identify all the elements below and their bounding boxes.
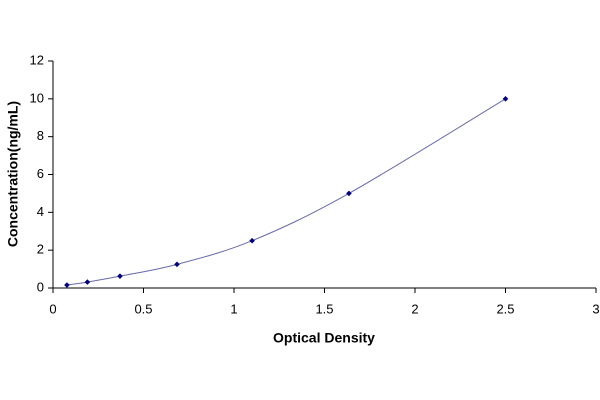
y-tick-label: 8 xyxy=(37,128,44,143)
y-tick-label: 12 xyxy=(30,52,44,67)
point xyxy=(84,279,91,285)
y-tick-label: 6 xyxy=(37,166,44,181)
x-axis-title: Optical Density xyxy=(273,330,375,346)
x-tick-label: 0 xyxy=(49,301,56,316)
fit-curve xyxy=(66,98,506,286)
point xyxy=(174,261,180,268)
y-tick-label: 4 xyxy=(37,204,44,219)
x-tick-label: 0.5 xyxy=(134,301,152,316)
y-tick-label: 0 xyxy=(37,279,44,294)
y-tick-label: 2 xyxy=(37,242,44,257)
x-tick-label: 2 xyxy=(411,301,418,316)
point xyxy=(346,190,352,197)
point xyxy=(64,282,70,288)
x-tick-label: 2.5 xyxy=(496,301,514,316)
x-tick-label: 3 xyxy=(592,301,599,316)
point xyxy=(502,96,509,102)
point xyxy=(117,273,123,279)
y-axis-title: Concentration(ng/mL) xyxy=(5,101,21,247)
x-tick-label: 1.5 xyxy=(315,301,333,316)
x-tick-label: 1 xyxy=(230,301,237,316)
point xyxy=(249,237,255,244)
y-tick-label: 10 xyxy=(30,90,44,105)
